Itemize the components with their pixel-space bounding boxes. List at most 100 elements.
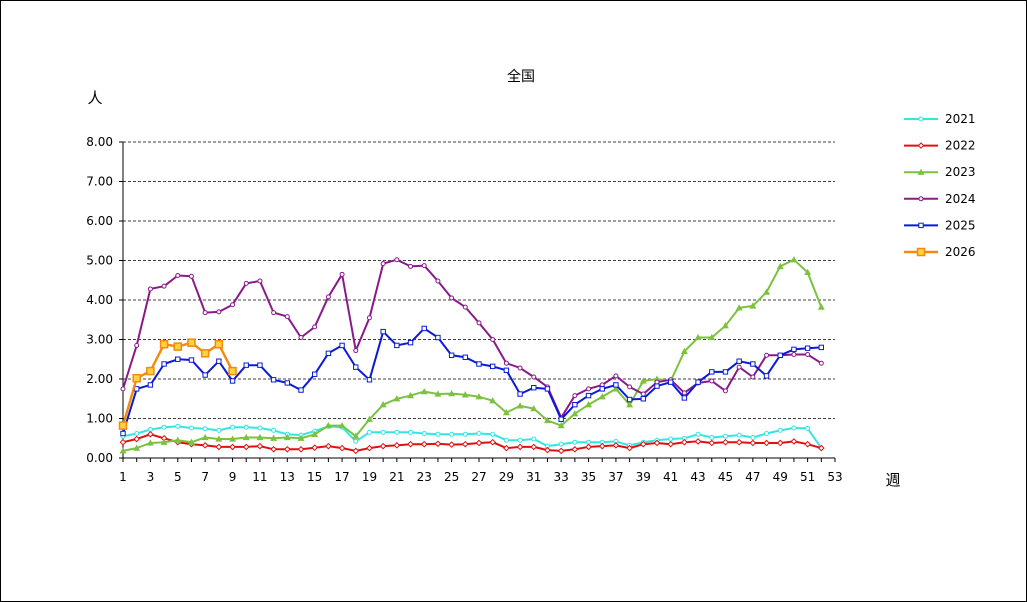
data-point-2022: [338, 444, 346, 452]
data-point-2024: [435, 278, 441, 284]
data-point-2024: [421, 263, 427, 269]
data-point-2024: [161, 283, 167, 289]
legend-item-2024: 2024: [904, 192, 976, 206]
data-point-2024: [366, 315, 372, 321]
data-point-2023: [256, 433, 264, 441]
legend-label-2022: 2022: [945, 139, 976, 153]
x-tick-label: 29: [499, 470, 514, 484]
x-tick-label: 27: [471, 470, 486, 484]
legend-label-2025: 2025: [945, 218, 976, 232]
data-point-2024: [134, 342, 140, 348]
data-point-2023: [311, 430, 319, 437]
series-lines: [118, 256, 825, 455]
data-point-2026: [173, 342, 183, 351]
data-point-2024: [298, 335, 304, 341]
data-point-2024: [476, 320, 482, 326]
data-point-2023: [160, 438, 168, 445]
data-point-2023: [201, 433, 209, 441]
data-point-2026: [146, 366, 155, 376]
data-point-2023: [749, 302, 757, 309]
series-2022: [119, 430, 825, 455]
data-point-2023: [516, 402, 524, 409]
data-point-2022: [557, 447, 565, 455]
data-point-2023: [338, 421, 346, 429]
data-point-2023: [489, 397, 497, 404]
data-point-2025: [366, 377, 373, 383]
data-point-2022: [201, 442, 209, 449]
data-point-2022: [242, 443, 250, 451]
data-point-2025: [421, 325, 427, 332]
data-point-2024: [503, 360, 509, 366]
data-point-2021: [271, 427, 277, 433]
data-point-2023: [461, 391, 469, 398]
legend-swatch-marker-2022: [917, 142, 925, 149]
y-tick-label: 4.00: [86, 293, 113, 307]
data-point-2024: [805, 352, 811, 358]
data-point-2025: [175, 356, 181, 362]
y-tick-label: 7.00: [86, 175, 113, 189]
data-point-2023: [475, 393, 483, 400]
data-point-2022: [284, 446, 291, 453]
y-tick-label: 5.00: [86, 254, 113, 268]
data-point-2023: [324, 421, 332, 429]
data-point-2022: [475, 439, 483, 447]
data-point-2024: [572, 393, 578, 399]
data-point-2021: [243, 424, 249, 430]
data-point-2023: [585, 401, 593, 408]
data-point-2025: [202, 372, 208, 378]
data-point-2023: [215, 435, 223, 442]
data-point-2023: [448, 389, 456, 397]
data-point-2022: [434, 440, 442, 448]
data-point-2023: [119, 447, 127, 454]
data-point-2023: [393, 395, 401, 402]
x-tick-label: 19: [362, 470, 377, 484]
data-point-2022: [311, 444, 318, 452]
data-point-2023: [639, 377, 647, 384]
data-point-2024: [230, 302, 236, 308]
legend-item-2026: 2026: [904, 245, 976, 259]
data-point-2024: [462, 304, 468, 310]
data-point-2024: [791, 352, 797, 358]
data-point-2021: [462, 431, 468, 437]
data-point-2026: [214, 339, 224, 349]
data-point-2021: [147, 427, 153, 433]
y-tick-labels: 0.00 1.00 2.00 3.00 4.00 5.00 6.00 7.00 8.00: [86, 135, 113, 465]
data-point-2024: [339, 271, 345, 277]
data-point-2024: [312, 324, 318, 330]
data-point-2021: [558, 441, 564, 447]
data-point-2022: [776, 439, 784, 447]
data-point-2021: [353, 438, 359, 444]
data-point-2021: [805, 425, 811, 431]
data-point-2023: [543, 416, 551, 424]
series-2026: [118, 338, 237, 430]
data-point-2024: [449, 295, 455, 301]
data-point-2025: [736, 358, 742, 364]
x-tick-label: 53: [827, 470, 842, 484]
data-point-2023: [352, 432, 360, 439]
data-point-2021: [791, 425, 797, 431]
data-point-2023: [721, 322, 729, 329]
data-point-2022: [694, 438, 702, 445]
data-point-2021: [230, 424, 236, 430]
data-point-2024: [490, 337, 496, 342]
data-point-2022: [790, 438, 798, 445]
data-point-2023: [626, 401, 634, 408]
data-point-2025: [750, 361, 756, 367]
data-point-2024: [202, 310, 208, 316]
data-point-2025: [216, 358, 222, 364]
data-point-2024: [271, 310, 277, 316]
data-point-2025: [777, 352, 783, 359]
data-point-2022: [516, 443, 524, 451]
data-point-2025: [763, 373, 770, 379]
data-point-2021: [709, 434, 715, 440]
y-tick-label: 8.00: [86, 135, 113, 149]
legend-item-2021: 2021: [904, 112, 976, 126]
data-point-2024: [325, 294, 331, 300]
data-point-2021: [586, 439, 592, 445]
chart-title: 全国: [507, 68, 535, 85]
data-point-2023: [365, 415, 373, 422]
data-point-2023: [187, 438, 195, 445]
data-point-2023: [612, 385, 620, 392]
data-point-2024: [613, 373, 619, 379]
